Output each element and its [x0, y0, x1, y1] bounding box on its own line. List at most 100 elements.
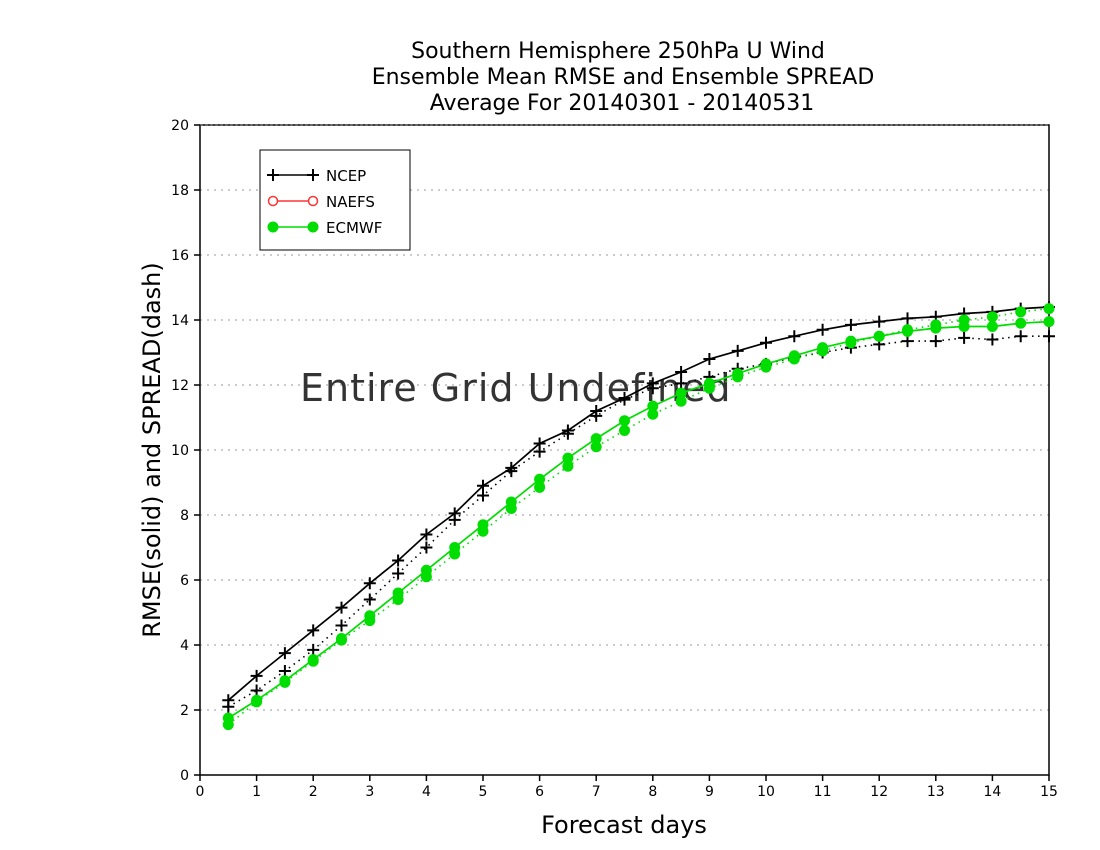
data-point-ecmwf-spread-9 — [477, 525, 489, 537]
data-point-ncep-spread-4 — [335, 619, 348, 632]
data-point-ecmwf-spread-2 — [279, 676, 291, 688]
legend-label-ecmwf: ECMWF — [326, 219, 382, 237]
data-point-ncep-spread-9 — [477, 489, 489, 502]
data-point-ncep-spread-13 — [590, 409, 603, 422]
x-tick-label-8: 8 — [648, 784, 657, 800]
data-point-ecmwf-spread-1 — [251, 696, 263, 708]
data-point-ecmwf-spread-27 — [986, 311, 998, 323]
legend-label-ncep: NCEP — [326, 167, 366, 185]
data-point-ncep-rmse-3 — [307, 624, 320, 637]
x-tick-label-15: 15 — [1040, 784, 1058, 800]
x-tick-label-3: 3 — [365, 784, 374, 800]
data-point-ncep-rmse-18 — [731, 344, 744, 357]
data-point-ncep-spread-3 — [307, 643, 320, 656]
data-point-ecmwf-spread-16 — [675, 395, 687, 407]
data-point-ncep-spread-11 — [533, 445, 546, 458]
x-tick-label-14: 14 — [983, 784, 1001, 800]
data-point-ncep-rmse-20 — [788, 330, 801, 343]
data-point-ncep-spread-1 — [250, 684, 263, 697]
data-point-ecmwf-spread-0 — [222, 719, 234, 731]
data-point-ncep-rmse-2 — [278, 647, 291, 660]
legend-marker-left-ecmwf — [267, 221, 279, 233]
data-point-ncep-spread-6 — [392, 567, 405, 580]
title-line-2: Ensemble Mean RMSE and Ensemble SPREAD — [372, 65, 875, 90]
x-tick-label-9: 9 — [705, 784, 714, 800]
data-point-ecmwf-spread-6 — [392, 594, 404, 605]
data-point-ncep-spread-10 — [505, 465, 518, 478]
series-ecmwf-spread — [222, 303, 1055, 731]
legend-marker-right-ecmwf — [307, 221, 319, 233]
data-point-ncep-rmse-17 — [703, 353, 716, 365]
data-point-ecmwf-spread-10 — [505, 503, 517, 514]
legend-marker-left-naefs — [267, 195, 279, 207]
data-point-ecmwf-spread-8 — [449, 548, 461, 560]
data-point-ncep-spread-26 — [958, 331, 971, 344]
y-tick-label-12: 12 — [171, 378, 189, 394]
x-tick-label-5: 5 — [479, 784, 488, 800]
data-point-ecmwf-spread-3 — [307, 655, 319, 667]
y-tick-label-8: 8 — [180, 508, 189, 524]
y-tick-label-2: 2 — [180, 703, 189, 719]
data-point-ecmwf-spread-25 — [930, 319, 942, 331]
data-point-ecmwf-spread-13 — [590, 441, 602, 453]
data-point-ncep-rmse-22 — [844, 318, 857, 331]
x-tick-label-1: 1 — [252, 784, 261, 800]
x-tick-label-12: 12 — [870, 784, 888, 800]
data-point-ecmwf-spread-12 — [562, 460, 574, 472]
data-point-ecmwf-spread-19 — [760, 361, 772, 373]
data-point-ncep-spread-16 — [675, 377, 688, 390]
y-tick-label-10: 10 — [171, 443, 189, 459]
title-line-3: Average For 20140301 - 20140531 — [430, 91, 815, 116]
series-ncep-spread — [222, 330, 1055, 713]
legend: NCEP NAEFS ECMWF — [259, 149, 411, 251]
data-point-ncep-spread-8 — [448, 513, 461, 526]
x-tick-label-2: 2 — [309, 784, 318, 800]
y-axis-label: RMSE(solid) and SPREAD(dash) — [138, 262, 166, 638]
x-tick-label-0: 0 — [196, 784, 205, 800]
legend-marker-left-ncep — [267, 169, 279, 181]
data-point-ecmwf-spread-29 — [1043, 303, 1055, 315]
data-point-ncep-rmse-19 — [760, 336, 772, 349]
y-tick-label-20: 20 — [171, 118, 189, 134]
data-point-ncep-rmse-16 — [675, 366, 688, 378]
data-point-ecmwf-spread-15 — [647, 408, 659, 420]
data-point-ncep-spread-5 — [363, 593, 376, 606]
legend-box — [259, 149, 411, 251]
data-point-ncep-rmse-6 — [392, 554, 405, 567]
x-tick-label-4: 4 — [422, 784, 431, 800]
data-point-ncep-rmse-21 — [816, 323, 829, 336]
x-axis-label: Forecast days — [541, 811, 707, 839]
data-point-ecmwf-spread-17 — [703, 382, 715, 394]
grid-layer — [200, 189, 1049, 711]
data-point-ncep-rmse-23 — [873, 315, 886, 328]
x-tick-label-11: 11 — [814, 784, 832, 800]
data-point-ncep-spread-28 — [1014, 330, 1027, 343]
data-point-ncep-spread-0 — [222, 700, 235, 713]
x-tick-label-7: 7 — [592, 784, 601, 800]
series-line-ecmwf-spread — [227, 307, 1050, 726]
data-point-ncep-spread-24 — [901, 335, 914, 348]
data-point-ncep-spread-29 — [1043, 330, 1055, 343]
data-point-ncep-spread-27 — [986, 333, 999, 346]
y-tick-label-18: 18 — [171, 183, 189, 199]
data-point-ecmwf-spread-21 — [817, 345, 829, 357]
y-tick-label-4: 4 — [180, 638, 189, 654]
data-point-ecmwf-spread-7 — [420, 571, 432, 583]
data-point-ecmwf-spread-20 — [788, 353, 800, 365]
data-point-ecmwf-spread-28 — [1015, 306, 1027, 318]
data-point-ecmwf-spread-26 — [958, 314, 970, 326]
y-tick-label-0: 0 — [180, 768, 189, 784]
data-point-ncep-spread-2 — [278, 665, 291, 677]
data-point-ecmwf-spread-24 — [902, 324, 913, 336]
data-point-ecmwf-spread-5 — [364, 615, 376, 627]
y-tick-label-14: 14 — [171, 313, 189, 329]
data-point-ncep-rmse-7 — [420, 528, 433, 541]
annotation-text: Entire Grid Undefined — [300, 366, 732, 410]
data-point-ncep-spread-7 — [420, 541, 433, 554]
data-point-ecmwf-spread-18 — [732, 371, 744, 383]
data-point-ncep-spread-14 — [618, 393, 631, 406]
series-layer — [222, 301, 1055, 731]
data-point-ecmwf-rmse-27 — [986, 321, 998, 332]
